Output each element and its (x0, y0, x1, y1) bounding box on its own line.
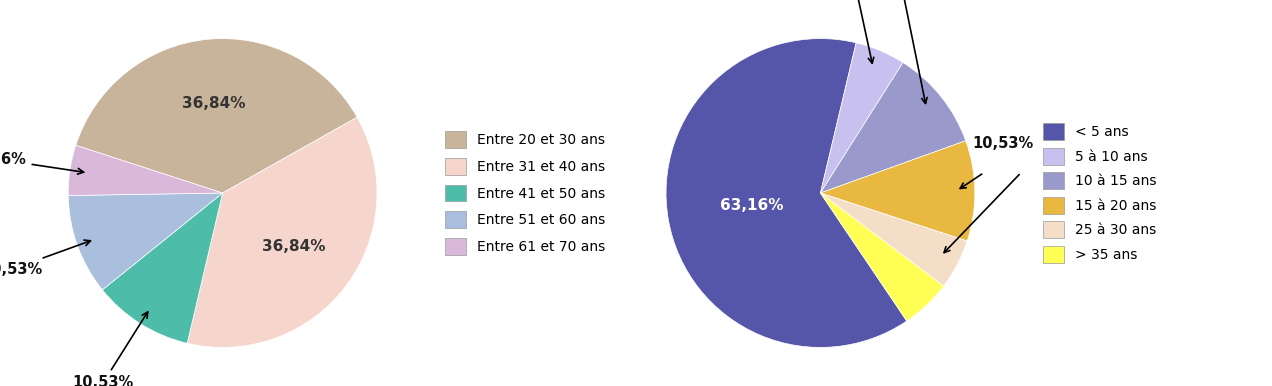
Wedge shape (820, 141, 974, 241)
Wedge shape (820, 193, 967, 286)
Wedge shape (69, 193, 223, 290)
Wedge shape (187, 117, 377, 347)
Wedge shape (69, 145, 223, 196)
Text: 63,16%: 63,16% (720, 198, 784, 213)
Wedge shape (820, 193, 944, 321)
Legend: Entre 20 et 30 ans, Entre 31 et 40 ans, Entre 41 et 50 ans, Entre 51 et 60 ans, : Entre 20 et 30 ans, Entre 31 et 40 ans, … (439, 125, 611, 261)
Wedge shape (76, 39, 357, 193)
Wedge shape (667, 39, 907, 347)
Wedge shape (820, 43, 903, 193)
Text: 36,84%: 36,84% (262, 239, 326, 254)
Text: 5,26%: 5,26% (0, 152, 84, 174)
Text: 10,53%: 10,53% (73, 312, 148, 386)
Text: 36,84%: 36,84% (182, 96, 245, 112)
Legend: < 5 ans, 5 à 10 ans, 10 à 15 ans, 15 à 20 ans, 25 à 30 ans, > 35 ans: < 5 ans, 5 à 10 ans, 10 à 15 ans, 15 à 2… (1037, 117, 1161, 269)
Text: 10,53%: 10,53% (972, 136, 1033, 151)
Wedge shape (102, 193, 223, 343)
Text: 10,53%: 10,53% (0, 240, 90, 277)
Wedge shape (820, 63, 965, 193)
